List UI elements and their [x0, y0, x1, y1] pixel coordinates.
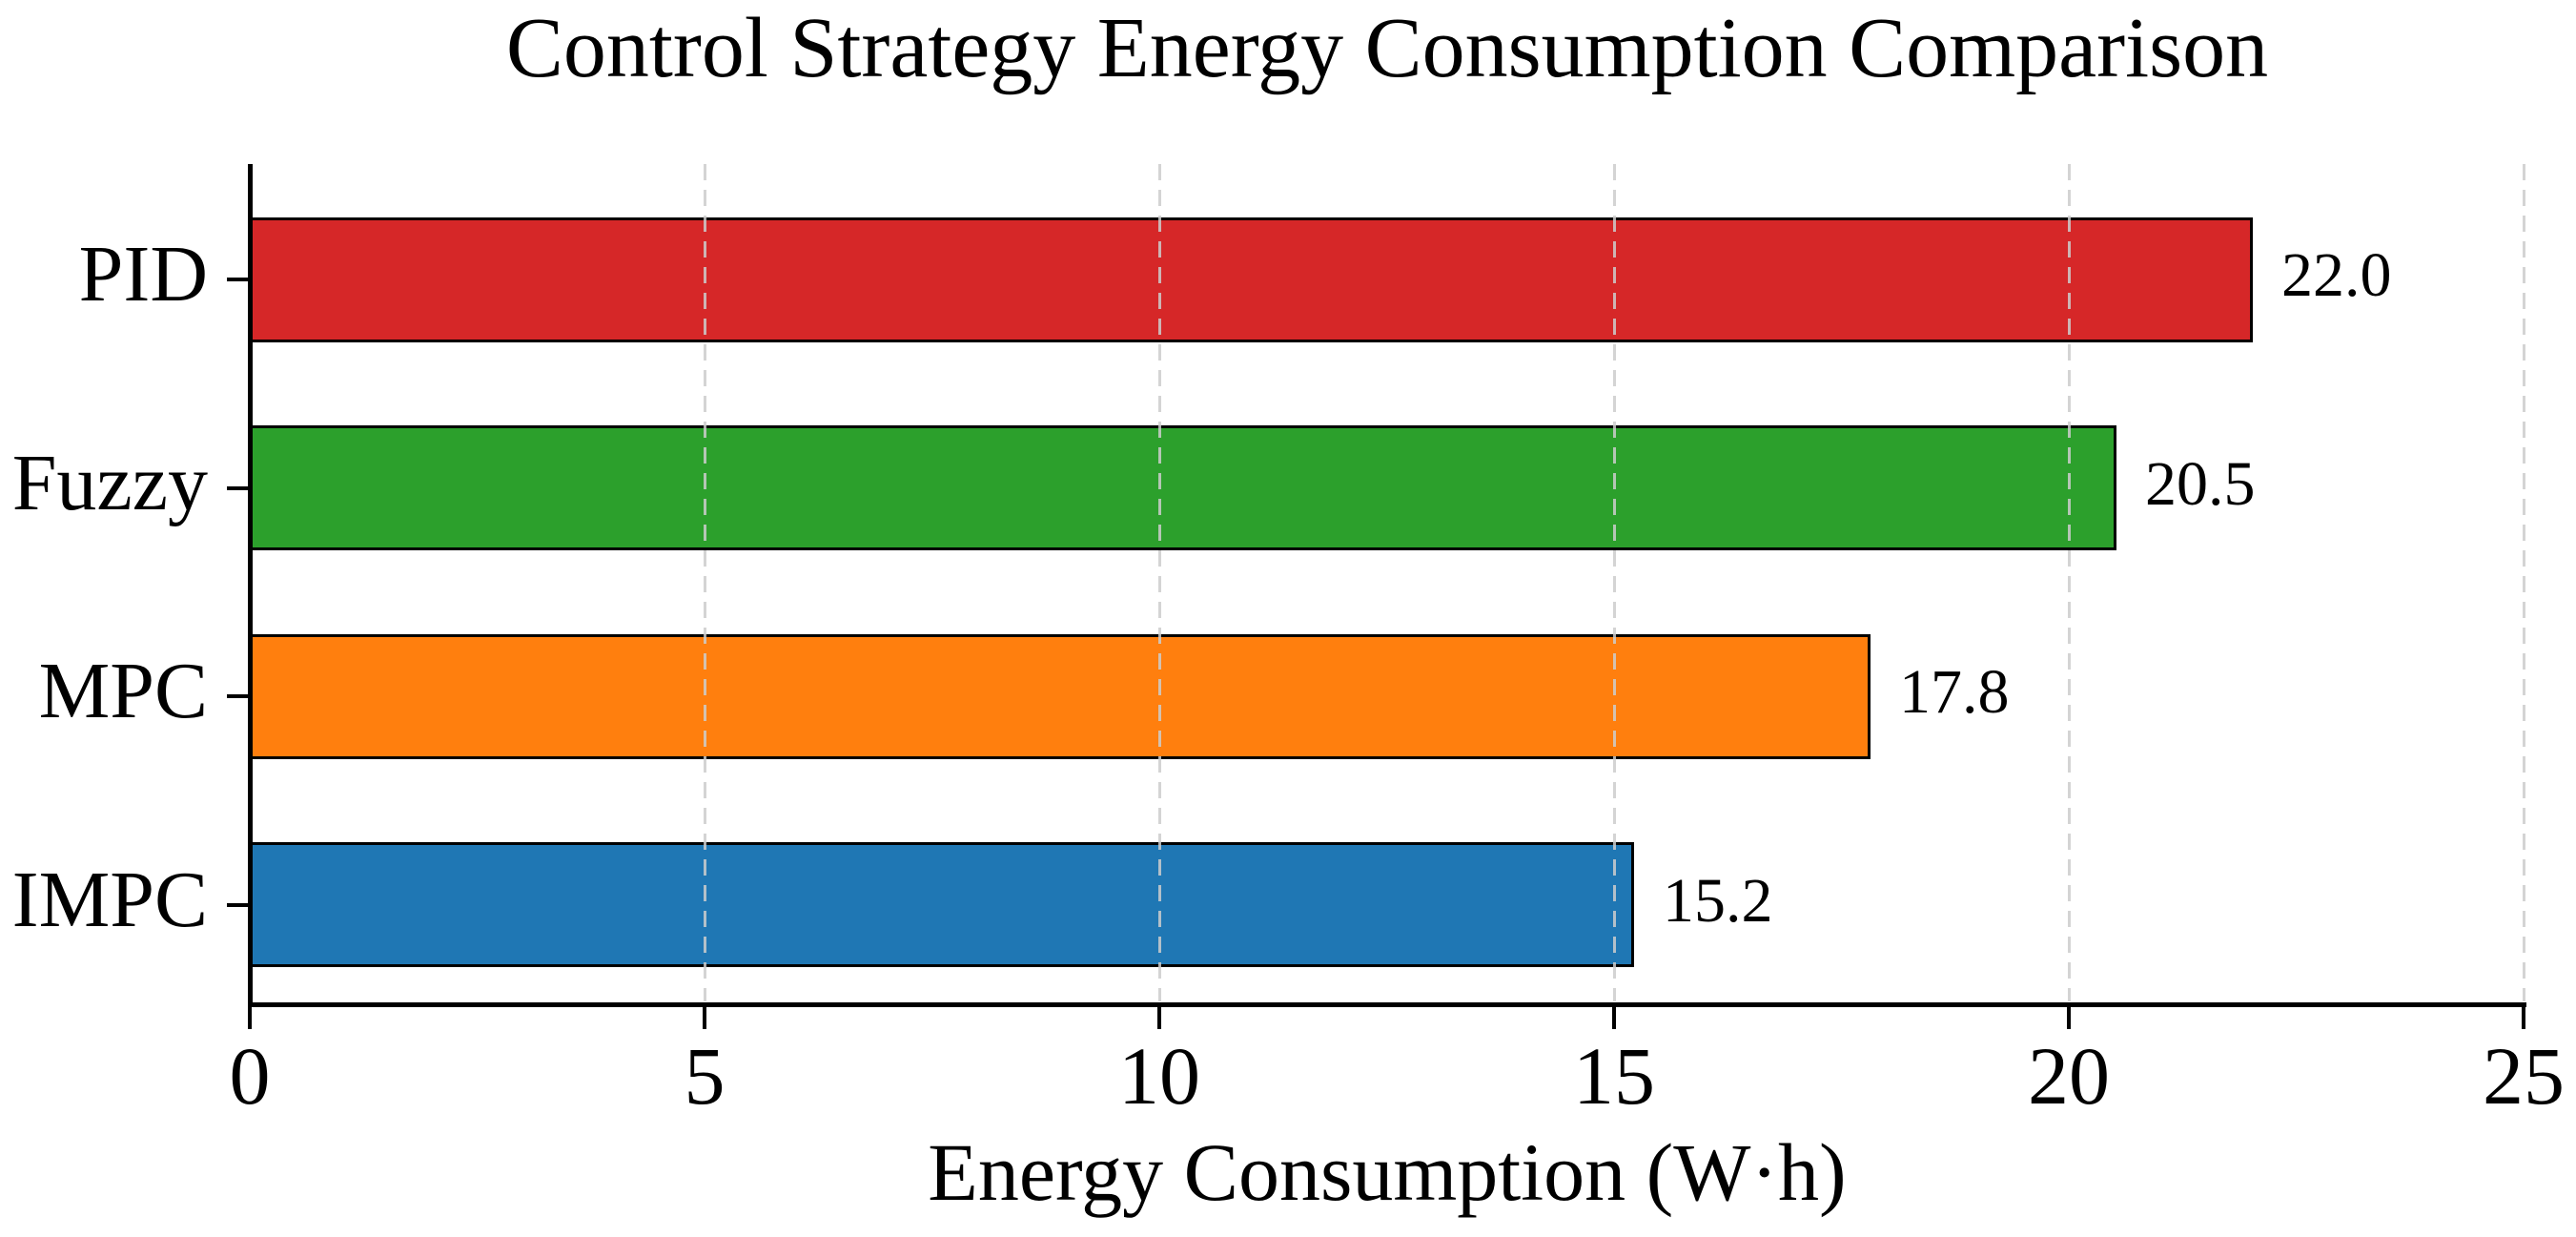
x-tick-label-25: 25 [2483, 1030, 2565, 1122]
bar-value-label: 22.0 [2281, 240, 2392, 310]
gridline-x-15 [1612, 164, 1616, 1001]
gridline-x-5 [703, 164, 706, 1001]
x-tickmark [1612, 1006, 1616, 1029]
gridline-x-10 [1157, 164, 1161, 1001]
y-axis-spine [247, 164, 253, 1007]
x-tickmark [703, 1006, 706, 1029]
y-tickmark [227, 485, 250, 490]
gridline-x-20 [2067, 164, 2071, 1001]
x-tickmark [2522, 1006, 2525, 1029]
x-axis-spine [247, 1001, 2526, 1007]
y-tickmark [227, 278, 250, 281]
y-tick-label-mpc: MPC [38, 647, 208, 735]
x-axis-label: Energy Consumption (W·h) [928, 1126, 1847, 1218]
gridline-x-25 [2522, 164, 2525, 1001]
bar-impc [250, 842, 1634, 967]
x-tickmark [248, 1006, 252, 1029]
bar-value-label: 20.5 [2145, 448, 2256, 519]
bar-value-label: 15.2 [1663, 865, 1773, 936]
bar-fuzzy [250, 425, 2116, 550]
y-tickmark [227, 694, 250, 698]
x-tickmark [2067, 1006, 2071, 1029]
x-tick-label-5: 5 [684, 1030, 726, 1122]
bar-mpc [250, 633, 1871, 759]
chart-title: Control Strategy Energy Consumption Comp… [505, 1, 2269, 95]
x-tickmark [1157, 1006, 1161, 1029]
x-tick-label-20: 20 [2028, 1030, 2110, 1122]
x-tick-label-0: 0 [229, 1030, 271, 1122]
y-tick-label-fuzzy: Fuzzy [11, 438, 208, 527]
y-tick-label-impc: IMPC [11, 855, 208, 944]
x-tick-label-10: 10 [1118, 1030, 1200, 1122]
bar-pid [250, 216, 2253, 342]
x-tick-label-15: 15 [1573, 1030, 1655, 1122]
bar-value-label: 17.8 [1899, 657, 2010, 727]
y-tickmark [227, 902, 250, 907]
y-tick-label-pid: PID [78, 230, 208, 319]
